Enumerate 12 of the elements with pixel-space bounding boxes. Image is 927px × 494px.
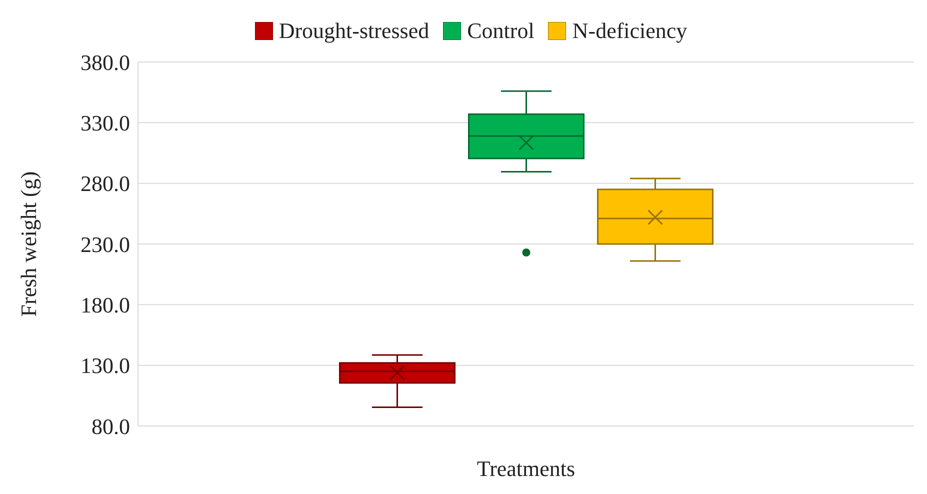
legend-label: Control [467, 18, 534, 44]
y-tick-label: 230.0 [80, 232, 130, 257]
legend-label: Drought-stressed [278, 18, 430, 44]
x-axis-title: Treatments [476, 456, 576, 481]
y-axis-title: Fresh weight (g) [16, 171, 41, 317]
y-tick-label: 280.0 [80, 171, 130, 196]
y-tick-label: 330.0 [80, 110, 130, 136]
y-tick-label: 380.0 [80, 50, 130, 75]
y-tick-label: 80.0 [92, 414, 130, 439]
legend-label: N-deficiency [572, 18, 688, 44]
y-tick-label: 180.0 [80, 292, 130, 318]
y-tick-label: 130.0 [80, 353, 130, 378]
